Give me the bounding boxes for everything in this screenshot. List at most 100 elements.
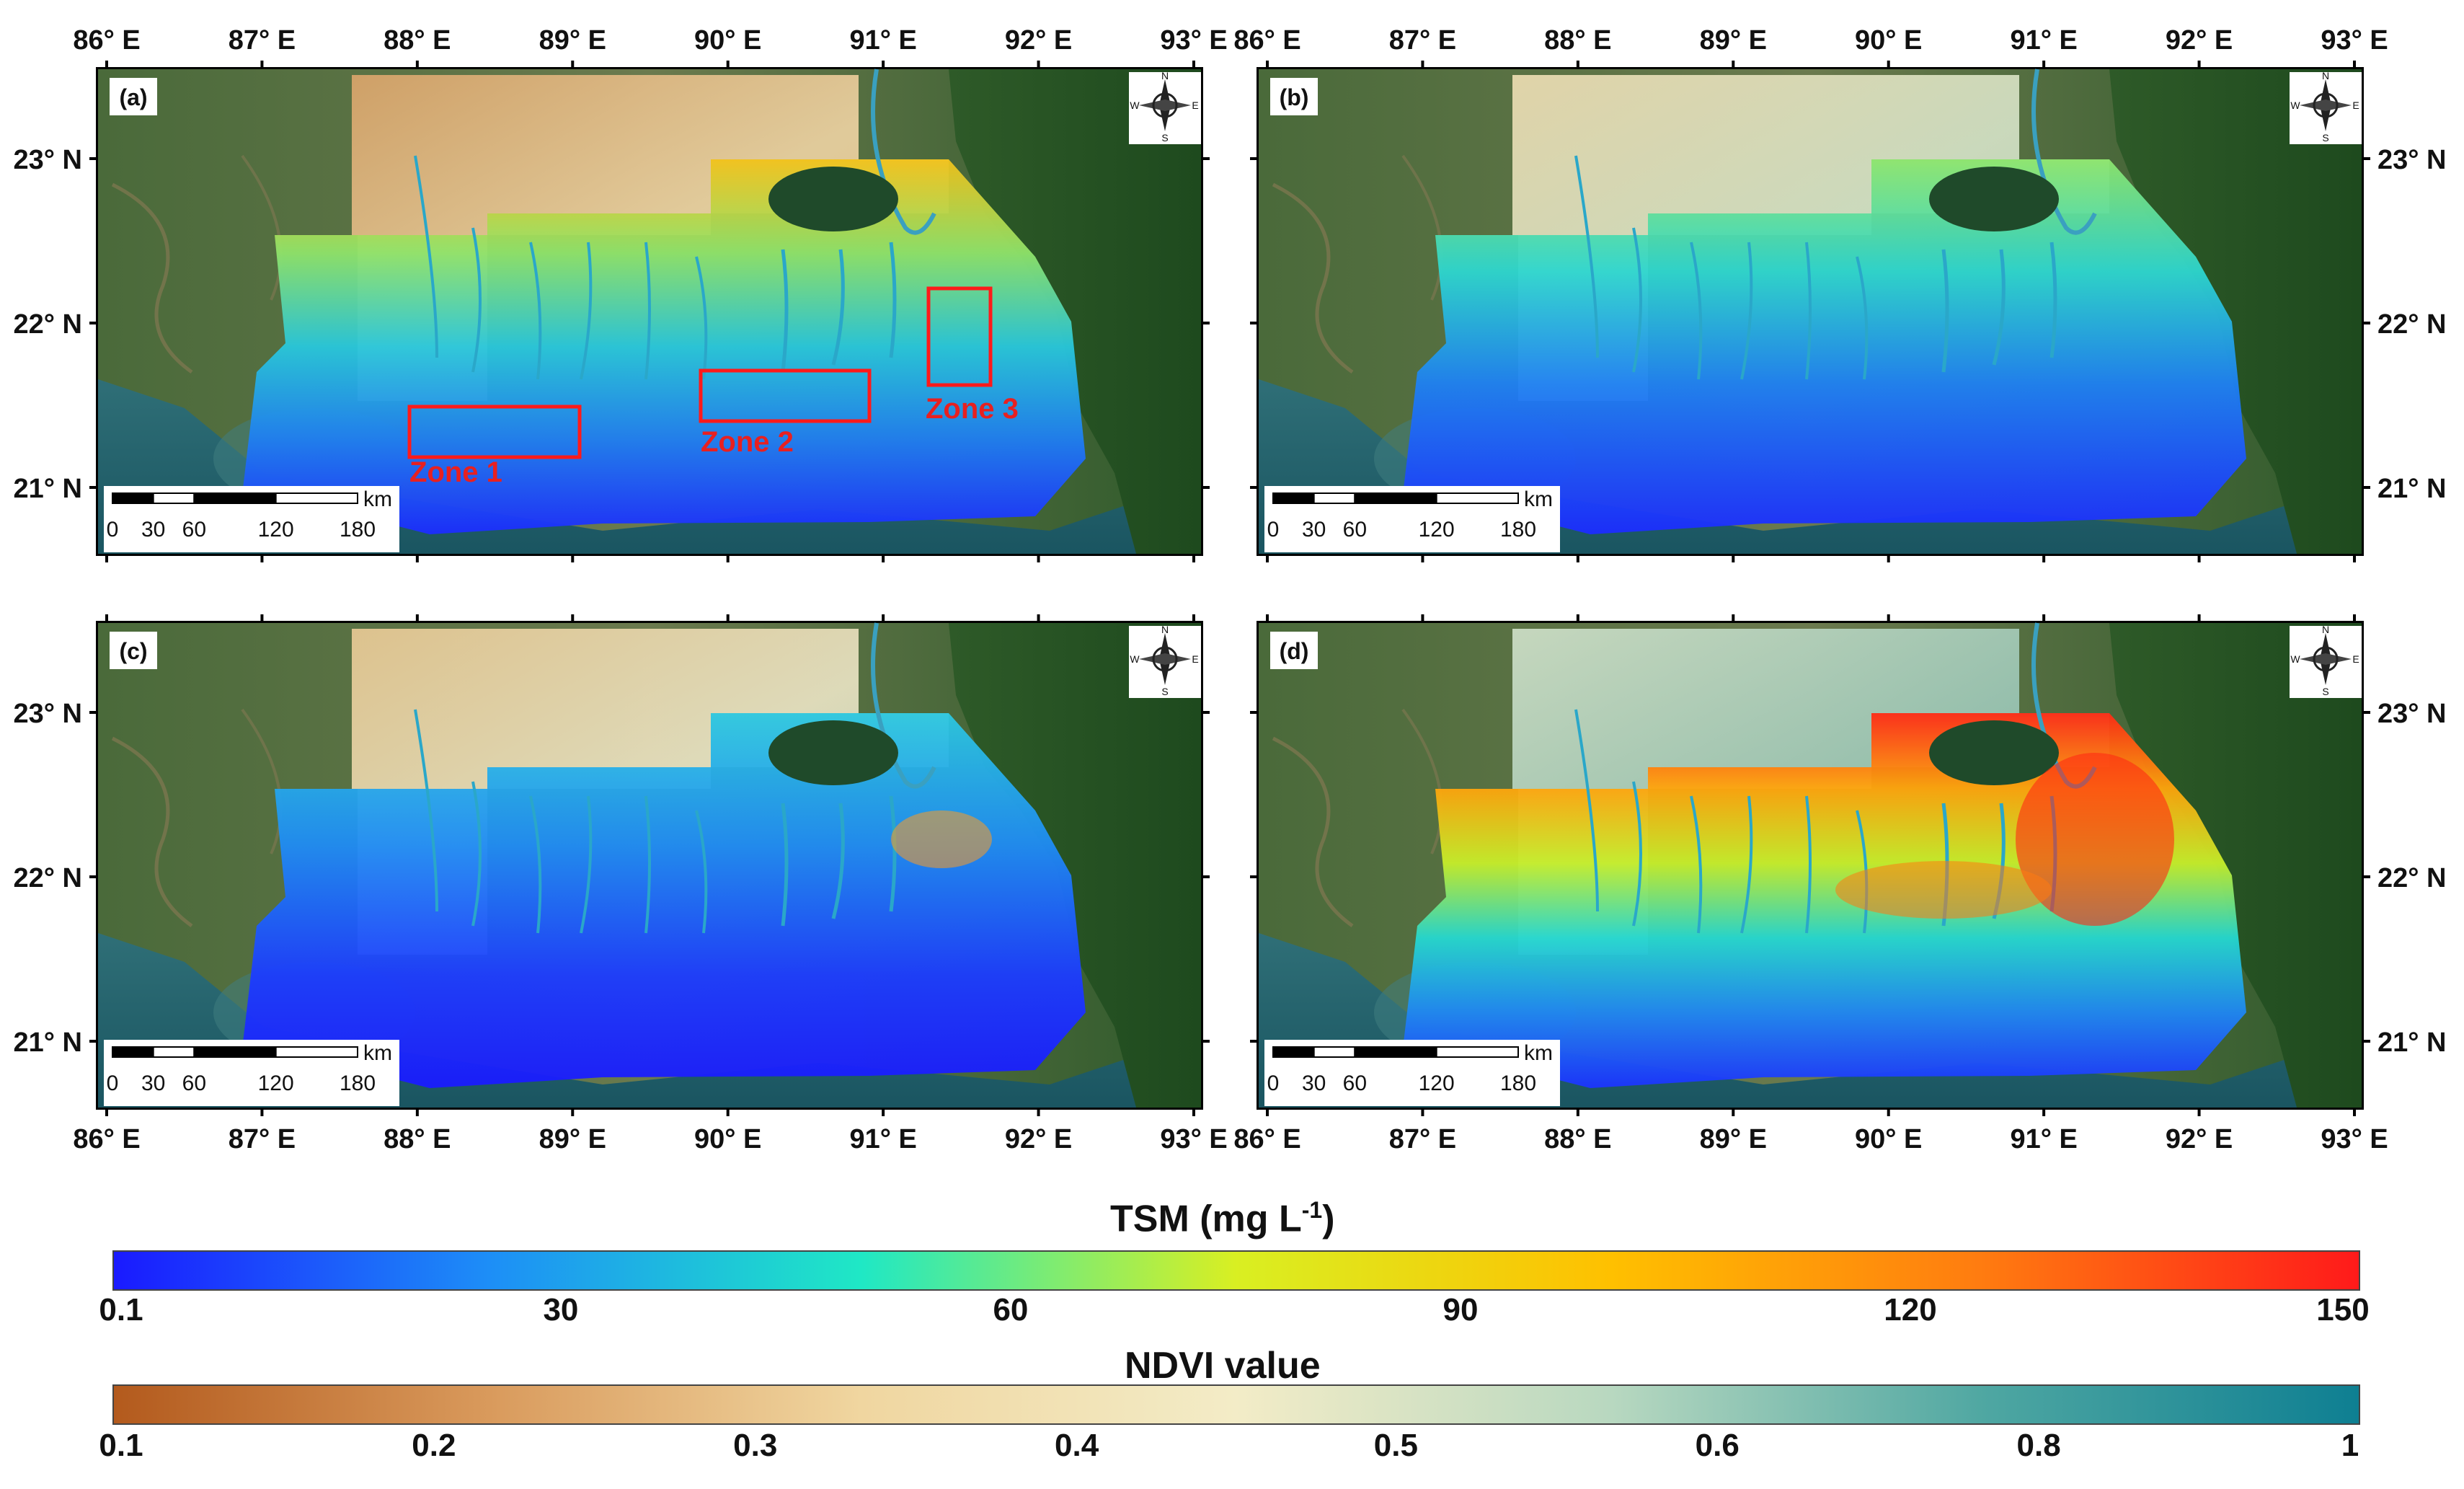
panel-d-ndvi-land: [1512, 629, 2109, 955]
lat-label-right: 22° N: [2377, 309, 2446, 340]
colorbar-tick-label: 90: [1442, 1292, 1479, 1327]
lon-label-bottom: 87° E: [1389, 1124, 1456, 1154]
compass-ring-icon: [1152, 92, 1178, 118]
colorbar-tick-label: 30: [543, 1292, 579, 1327]
scale-bar-segment: [1354, 1046, 1437, 1058]
panel-b: [1257, 67, 2364, 556]
lat-label-left: 21° N: [14, 474, 82, 504]
ndvi-colorbar-title: NDVI value: [1125, 1345, 1321, 1387]
lon-label-top: 91° E: [2010, 25, 2077, 56]
scale-bar-segment: [275, 1046, 358, 1058]
tsm-title-text: TSM (mg L: [1110, 1198, 1302, 1240]
panel-b-tsm-water: [1403, 159, 2246, 534]
compass-s: S: [2322, 132, 2328, 143]
lon-label-top: 89° E: [539, 25, 606, 56]
panel-label: (a): [119, 84, 147, 110]
colorbar-tick-label: 0.5: [1373, 1428, 1418, 1463]
compass-s: S: [1161, 686, 1168, 697]
scale-bar-tick-label: 0: [1267, 518, 1280, 542]
compass-e: E: [2352, 100, 2359, 111]
scale-bar-tick-label: 60: [182, 518, 206, 542]
scale-bar-segment: [152, 492, 195, 504]
lon-label-bottom: 91° E: [849, 1124, 916, 1154]
lat-label-left: 21° N: [14, 1028, 82, 1058]
lon-label-top: 87° E: [1389, 25, 1456, 56]
lat-label-left: 23° N: [14, 145, 82, 175]
colorbar-tick-label: 0.1: [99, 1428, 143, 1463]
lon-label-top: 93° E: [2321, 25, 2388, 56]
compass-ring-icon: [2313, 646, 2339, 672]
lon-label-bottom: 87° E: [229, 1124, 296, 1154]
panel-b-ndvi-land: [1512, 75, 2109, 401]
lon-label-top: 86° E: [1233, 25, 1300, 56]
scale-bar-segment: [275, 492, 358, 504]
panel-label: (b): [1280, 84, 1309, 110]
panel-c-ndvi-land: [352, 629, 949, 955]
scale-bar-tick-label: 180: [340, 518, 376, 542]
scale-bar-tick-label: 60: [182, 1072, 206, 1095]
scale-bar-segment: [112, 1046, 154, 1058]
lon-label-top: 92° E: [1005, 25, 1072, 56]
scale-bar-segment: [152, 1046, 195, 1058]
compass-s: S: [1161, 132, 1168, 143]
ndvi-colorbar: [112, 1384, 2360, 1425]
compass-n: N: [1161, 624, 1169, 635]
tsm-colorbar: [112, 1250, 2360, 1291]
compass-n: N: [2322, 624, 2329, 635]
compass-s: S: [2322, 686, 2328, 697]
colorbar-tick-label: 0.4: [1055, 1428, 1099, 1463]
zone-3-label: Zone 3: [926, 393, 1019, 425]
zone-1-label: Zone 1: [409, 456, 502, 488]
lon-label-bottom: 92° E: [2166, 1124, 2233, 1154]
compass-n: N: [1161, 70, 1169, 81]
lon-label-top: 89° E: [1700, 25, 1767, 56]
scale-bar-tick-label: 180: [1500, 518, 1536, 542]
panel-a: Zone 1 Zone 2 Zone 3: [96, 67, 1203, 556]
lat-label-right: 22° N: [2377, 863, 2446, 893]
colorbar-tick-label: 0.1: [99, 1292, 143, 1327]
lon-label-top: 90° E: [1855, 25, 1922, 56]
tsm-colorbar-title: TSM (mg L-1): [1110, 1197, 1335, 1240]
scale-bar-unit: km: [363, 487, 392, 511]
lat-label-right: 23° N: [2377, 145, 2446, 175]
lat-label-left: 22° N: [14, 863, 82, 893]
lon-label-bottom: 86° E: [73, 1124, 140, 1154]
scale-bar-tick-label: 30: [1302, 518, 1326, 542]
lat-label-right: 23° N: [2377, 699, 2446, 729]
panel-label: (c): [119, 638, 147, 664]
scale-bar-segment: [1313, 492, 1356, 504]
panel-label-box: [1270, 78, 1318, 115]
lon-label-bottom: 88° E: [1544, 1124, 1611, 1154]
lon-label-bottom: 89° E: [539, 1124, 606, 1154]
compass-rose-icon: [2300, 100, 2352, 111]
compass-w: W: [1130, 100, 1140, 111]
colorbar-tick-label: 120: [1884, 1292, 1937, 1327]
scale-bar-unit: km: [1524, 1041, 1553, 1065]
scale-bar-segment: [1435, 1046, 1519, 1058]
lon-label-bottom: 90° E: [694, 1124, 761, 1154]
compass-e: E: [2352, 653, 2359, 665]
colorbar-tick-label: 0.3: [733, 1428, 778, 1463]
colorbar-tick-label: 150: [2316, 1292, 2370, 1327]
scale-bar-tick-label: 120: [258, 1072, 294, 1095]
scale-bar-tick-label: 60: [1343, 1072, 1367, 1095]
scale-bar-segment: [193, 492, 277, 504]
panel-c-tsm-water: [242, 713, 1086, 1088]
lon-label-top: 87° E: [229, 25, 296, 56]
tsm-title-close: ): [1322, 1198, 1335, 1240]
scale-bar-tick-label: 60: [1343, 518, 1367, 542]
lon-label-top: 86° E: [73, 25, 140, 56]
compass-e: E: [1192, 653, 1198, 665]
scale-bar-tick-label: 120: [1419, 518, 1455, 542]
compass-w: W: [2290, 100, 2300, 111]
zone-2-label: Zone 2: [701, 426, 794, 458]
lon-label-bottom: 93° E: [1160, 1124, 1227, 1154]
lon-label-bottom: 93° E: [2321, 1124, 2388, 1154]
compass-ring-icon: [2313, 92, 2339, 118]
lon-label-bottom: 90° E: [1855, 1124, 1922, 1154]
scale-bar-tick-label: 0: [107, 1072, 119, 1095]
colorbar-tick-label: 1: [2341, 1428, 2359, 1463]
scale-bar-segment: [1313, 1046, 1356, 1058]
scale-bar-tick-label: 0: [1267, 1072, 1280, 1095]
compass-rose-icon: [1139, 100, 1191, 111]
